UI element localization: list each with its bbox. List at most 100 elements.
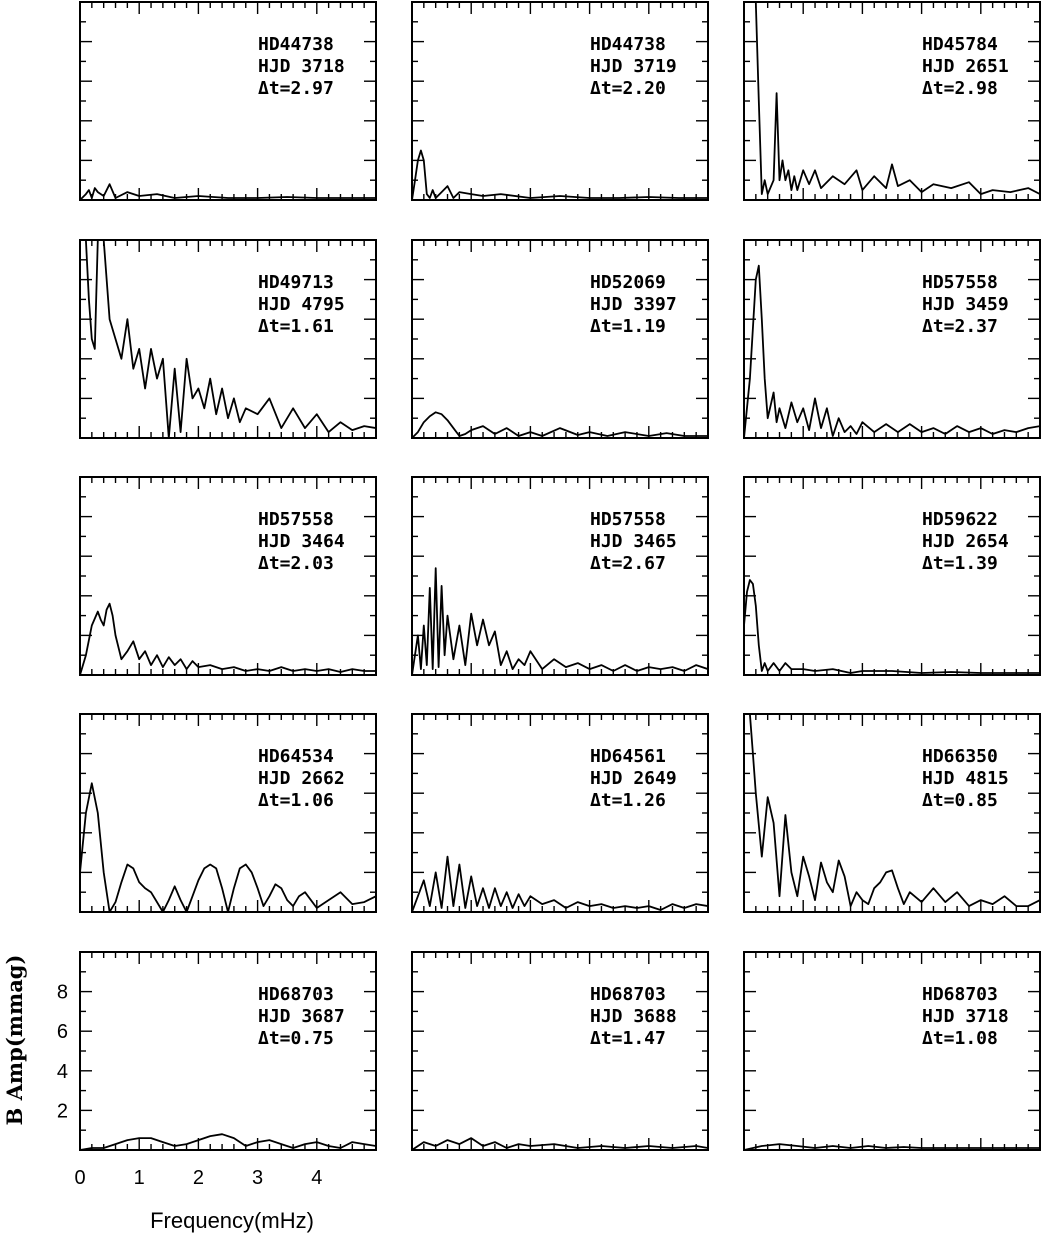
panel-dt-label: Δt=2.37 xyxy=(922,316,998,337)
panel-dt-label: Δt=2.20 xyxy=(590,78,666,99)
panel-hjd-label: HJD 3688 xyxy=(590,1006,677,1027)
panel-star-label: HD68703 xyxy=(590,984,666,1005)
x-tick-label: 4 xyxy=(311,1167,322,1189)
panel-star-label: HD57558 xyxy=(258,509,334,530)
series-line xyxy=(80,240,376,438)
axis-text: Frequency(mHz) B Amp(mmag) 0 1 2 3 4 2 4 6 8 xyxy=(2,955,322,1233)
x-tick-label: 1 xyxy=(134,1167,145,1189)
panel-star-label: HD49713 xyxy=(258,272,334,293)
panel-dt-label: Δt=2.98 xyxy=(922,78,998,99)
panel-dt-label: Δt=2.67 xyxy=(590,553,666,574)
panel-star-label: HD68703 xyxy=(258,984,334,1005)
panel-hjd-label: HJD 2651 xyxy=(922,56,1009,77)
panel-star-label: HD44738 xyxy=(258,34,334,55)
panel-dt-label: Δt=2.97 xyxy=(258,78,334,99)
series-line xyxy=(80,602,376,675)
panel-star-label: HD59622 xyxy=(922,509,998,530)
panel-frame xyxy=(411,951,709,1151)
panel-star-label: HD68703 xyxy=(922,984,998,1005)
panel-hjd-label: HJD 3465 xyxy=(590,531,677,552)
panel-hjd-label: HJD 4795 xyxy=(258,294,345,315)
series-line xyxy=(412,149,708,200)
panel-star-label: HD57558 xyxy=(922,272,998,293)
panel-hjd-label: HJD 4815 xyxy=(922,768,1009,789)
panel-dt-label: Δt=0.85 xyxy=(922,790,998,811)
series-line xyxy=(744,264,1040,438)
panel-frame xyxy=(743,713,1041,913)
panel-frame xyxy=(79,951,377,1151)
series-line xyxy=(412,1137,708,1150)
panel-star-label: HD64561 xyxy=(590,746,666,767)
panel-frame xyxy=(743,476,1041,676)
panel-dt-label: Δt=0.75 xyxy=(258,1028,334,1049)
panel-dt-label: Δt=1.47 xyxy=(590,1028,666,1049)
panel-hjd-label: HJD 3464 xyxy=(258,531,345,552)
panel-hjd-label: HJD 3397 xyxy=(590,294,677,315)
y-tick-label: 8 xyxy=(57,982,68,1004)
series-line xyxy=(744,2,1040,196)
panel-dt-label: Δt=1.19 xyxy=(590,316,666,337)
panel-dt-label: Δt=2.03 xyxy=(258,553,334,574)
panel-star-label: HD45784 xyxy=(922,34,998,55)
y-tick-label: 6 xyxy=(57,1021,68,1043)
x-axis-title: Frequency(mHz) xyxy=(150,1208,314,1233)
series-line xyxy=(412,855,708,912)
panel-hjd-label: HJD 3718 xyxy=(258,56,345,77)
series-line xyxy=(80,782,376,912)
panel-star-label: HD66350 xyxy=(922,746,998,767)
panel-frame xyxy=(743,239,1041,439)
panel-star-label: HD52069 xyxy=(590,272,666,293)
panel-hjd-label: HJD 2654 xyxy=(922,531,1009,552)
panel-dt-label: Δt=1.61 xyxy=(258,316,334,337)
panel-frame xyxy=(79,476,377,676)
panel-dt-label: Δt=1.08 xyxy=(922,1028,998,1049)
y-axis-title: B Amp(mmag) xyxy=(2,955,27,1126)
panel-hjd-label: HJD 2662 xyxy=(258,768,345,789)
series-line xyxy=(80,1133,376,1150)
series-line xyxy=(80,183,376,200)
panel-hjd-label: HJD 2649 xyxy=(590,768,677,789)
panel-frame xyxy=(411,1,709,201)
x-tick-label: 2 xyxy=(193,1167,204,1189)
x-tick-label: 3 xyxy=(252,1167,263,1189)
panel-hjd-label: HJD 3718 xyxy=(922,1006,1009,1027)
panel-dt-label: Δt=1.06 xyxy=(258,790,334,811)
y-tick-label: 2 xyxy=(57,1100,68,1122)
x-tick-label: 0 xyxy=(74,1167,85,1189)
series-line xyxy=(412,411,708,438)
panel-frame xyxy=(79,1,377,201)
series-line xyxy=(412,567,708,675)
series-line xyxy=(744,579,1040,674)
panel-dt-label: Δt=1.26 xyxy=(590,790,666,811)
panel-star-label: HD57558 xyxy=(590,509,666,530)
panel-frame xyxy=(79,713,377,913)
panel-frame xyxy=(411,239,709,439)
series-line xyxy=(744,1143,1040,1150)
panel-star-label: HD44738 xyxy=(590,34,666,55)
y-tick-label: 4 xyxy=(57,1061,68,1083)
series-line xyxy=(744,714,1040,907)
panel-frame xyxy=(743,951,1041,1151)
panel-star-label: HD64534 xyxy=(258,746,334,767)
panel-hjd-label: HJD 3719 xyxy=(590,56,677,77)
panel-hjd-label: HJD 3687 xyxy=(258,1006,345,1027)
panel-hjd-label: HJD 3459 xyxy=(922,294,1009,315)
panel-dt-label: Δt=1.39 xyxy=(922,553,998,574)
